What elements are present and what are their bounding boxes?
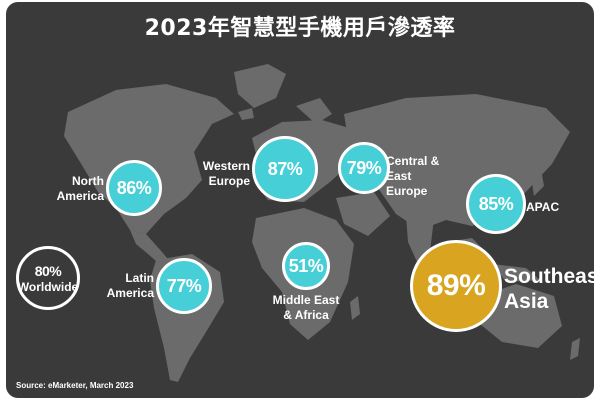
label-southeast-asia: SoutheastAsia (504, 265, 594, 313)
bubble-middle-east-africa: 51% (282, 242, 330, 290)
label-central-east-europe: Central & East Europe (386, 154, 440, 198)
bubble-latin-america: 77% (156, 258, 212, 314)
label-middle-east-africa: Middle East & Africa (272, 293, 340, 322)
infographic-card: 2023年智慧型手機用戶滲透率 North America 86% Western… (6, 2, 594, 398)
label-apac: APAC (526, 200, 560, 214)
bubble-north-america: 86% (106, 160, 162, 216)
bubble-central-east-europe: 79% (338, 142, 390, 194)
label-north-america: North America (56, 174, 104, 203)
page-title: 2023年智慧型手機用戶滲透率 (144, 16, 456, 41)
label-latin-america: Latin America (106, 271, 154, 300)
label-western-europe: Western Europe (202, 159, 250, 188)
bubble-apac: 85% (466, 174, 526, 234)
bubble-western-europe: 87% (252, 136, 318, 202)
bubble-southeast-asia: 89% (410, 240, 502, 332)
bubble-worldwide: 80% Worldwide (16, 246, 80, 310)
source-note: Source: eMarketer, March 2023 (16, 381, 134, 390)
